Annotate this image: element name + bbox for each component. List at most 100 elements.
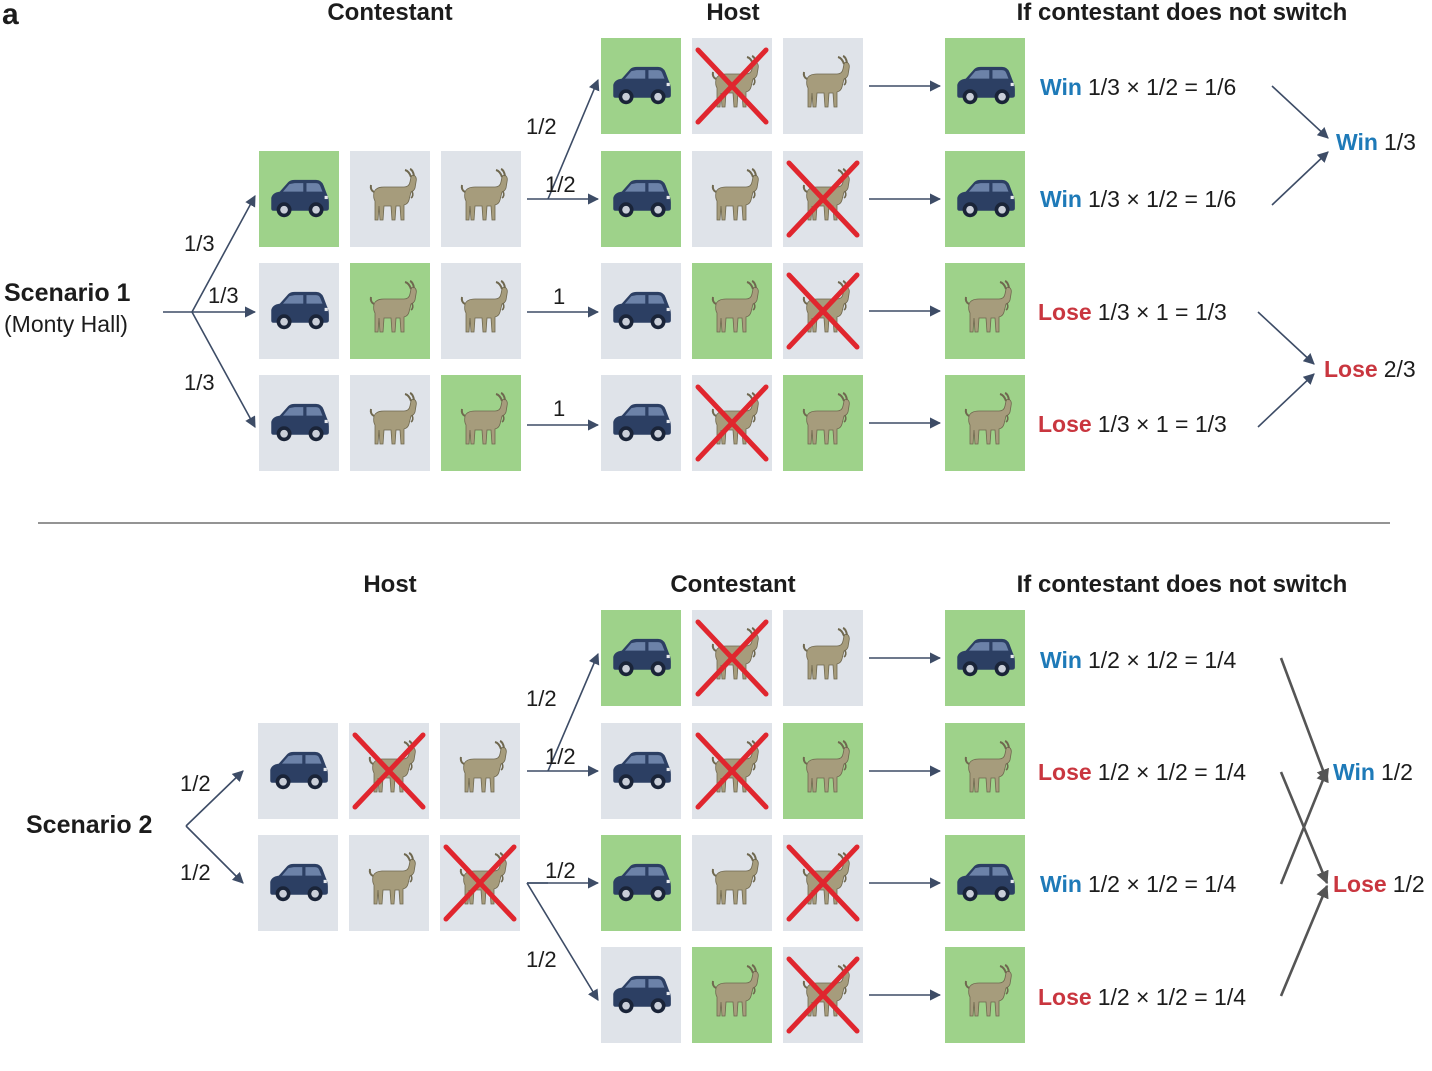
branch-probability: 1/2 [526, 947, 557, 972]
cross-out-icon [786, 160, 860, 238]
cross-out-icon [695, 47, 769, 125]
total-arrow [1279, 884, 1329, 997]
branch-probability: 1/2 [526, 686, 557, 711]
door [601, 947, 681, 1043]
host-reveal-row [601, 263, 863, 359]
total-arrow [1257, 373, 1315, 428]
cross-out-icon [786, 844, 860, 922]
door [440, 723, 520, 819]
outcome-label: Lose [1038, 411, 1092, 437]
outcome-calculation: 1/2 × 1/2 = 1/4 [1098, 984, 1247, 1010]
first-choice-row [259, 375, 521, 471]
cross-out-icon [443, 844, 517, 922]
outcome-label: Win [1336, 129, 1378, 155]
door [783, 151, 863, 247]
header-outcome: If contestant does not switch [1017, 571, 1348, 598]
cross-out-icon [695, 732, 769, 810]
cross-out-icon [786, 272, 860, 350]
outcome-text: Lose 1/3 × 1 = 1/3 [1038, 411, 1227, 437]
branch-probability: 1/3 [184, 370, 215, 395]
outcome-label: Lose [1324, 356, 1378, 382]
door [692, 375, 772, 471]
outcome-text: Lose 1/2 × 1/2 = 1/4 [1038, 984, 1246, 1010]
outcome-label: Win [1333, 759, 1375, 785]
kept-door [945, 947, 1025, 1043]
outcome-calculation: 1/2 × 1/2 = 1/4 [1088, 871, 1237, 897]
contestant-choice-row [601, 610, 863, 706]
branch-probability: 1 [553, 284, 565, 309]
branch-probability: 1/2 [526, 114, 557, 139]
outcome-text: Win 1/2 × 1/2 = 1/4 [1040, 647, 1237, 673]
outcome-text: Win 1/2 × 1/2 = 1/4 [1040, 871, 1237, 897]
header-contestant: Contestant [327, 0, 452, 26]
outcome-text: Lose 1/2 × 1/2 = 1/4 [1038, 759, 1246, 785]
door [783, 610, 863, 706]
door [601, 151, 681, 247]
outcome-calculation: 1/3 [1384, 129, 1416, 155]
door [783, 835, 863, 931]
door [259, 263, 339, 359]
door [349, 835, 429, 931]
outcome-calculation: 1/2 × 1/2 = 1/4 [1098, 759, 1247, 785]
outcome-label: Win [1040, 186, 1082, 212]
branch-arrow [191, 195, 256, 313]
kept-door [945, 151, 1025, 247]
first-choice-row [259, 151, 521, 247]
branch-arrow [191, 311, 256, 428]
outcome-label: Lose [1038, 299, 1092, 325]
scenario-title: Scenario 2 [26, 811, 152, 839]
outcome-calculation: 1/2 × 1/2 = 1/4 [1088, 647, 1237, 673]
outcome-calculation: 1/3 × 1/2 = 1/6 [1088, 74, 1236, 100]
host-reveal-row [601, 375, 863, 471]
outcome-label: Lose [1333, 871, 1387, 897]
total-arrow [1279, 657, 1329, 783]
outcome-label: Lose [1038, 759, 1092, 785]
branch-probability: 1/2 [180, 771, 211, 796]
cross-out-icon [786, 956, 860, 1034]
outcome-calculation: 1/3 × 1 = 1/3 [1098, 299, 1227, 325]
door [441, 375, 521, 471]
total-arrow [1271, 151, 1329, 206]
total-text: Lose 2/3 [1324, 356, 1416, 382]
branch-probability: 1/2 [545, 172, 576, 197]
branch-probability: 1/3 [184, 231, 215, 256]
door [783, 947, 863, 1043]
branch-probability: 1/2 [545, 744, 576, 769]
header-host: Host [706, 0, 759, 26]
door [601, 263, 681, 359]
door [601, 375, 681, 471]
door [441, 263, 521, 359]
outcome-text: Lose 1/3 × 1 = 1/3 [1038, 299, 1227, 325]
host-reveal-row [601, 38, 863, 134]
scenario-title: Scenario 1 [4, 279, 131, 307]
outcome-calculation: 1/2 [1381, 759, 1413, 785]
host-reveal-row [601, 151, 863, 247]
door [692, 723, 772, 819]
outcome-text: Win 1/3 × 1/2 = 1/6 [1040, 74, 1236, 100]
branch-probability: 1/2 [180, 860, 211, 885]
outcome-label: Lose [1038, 984, 1092, 1010]
branch-probability: 1/3 [208, 283, 239, 308]
first-choice-row [259, 263, 521, 359]
kept-door [945, 375, 1025, 471]
door [692, 151, 772, 247]
host-reveal-row [258, 835, 520, 931]
door [259, 151, 339, 247]
total-arrow [1271, 85, 1329, 139]
contestant-choice-row [601, 835, 863, 931]
header-outcome: If contestant does not switch [1017, 0, 1348, 26]
cross-out-icon [695, 384, 769, 462]
door [258, 723, 338, 819]
kept-door [945, 38, 1025, 134]
outcome-text: Win 1/3 × 1/2 = 1/6 [1040, 186, 1236, 212]
door [692, 610, 772, 706]
door [783, 375, 863, 471]
outcome-calculation: 2/3 [1384, 356, 1416, 382]
door [692, 947, 772, 1043]
total-text: Lose 1/2 [1333, 871, 1425, 897]
door [350, 375, 430, 471]
scenario-subtitle: (Monty Hall) [4, 311, 128, 337]
door [692, 263, 772, 359]
door [783, 723, 863, 819]
